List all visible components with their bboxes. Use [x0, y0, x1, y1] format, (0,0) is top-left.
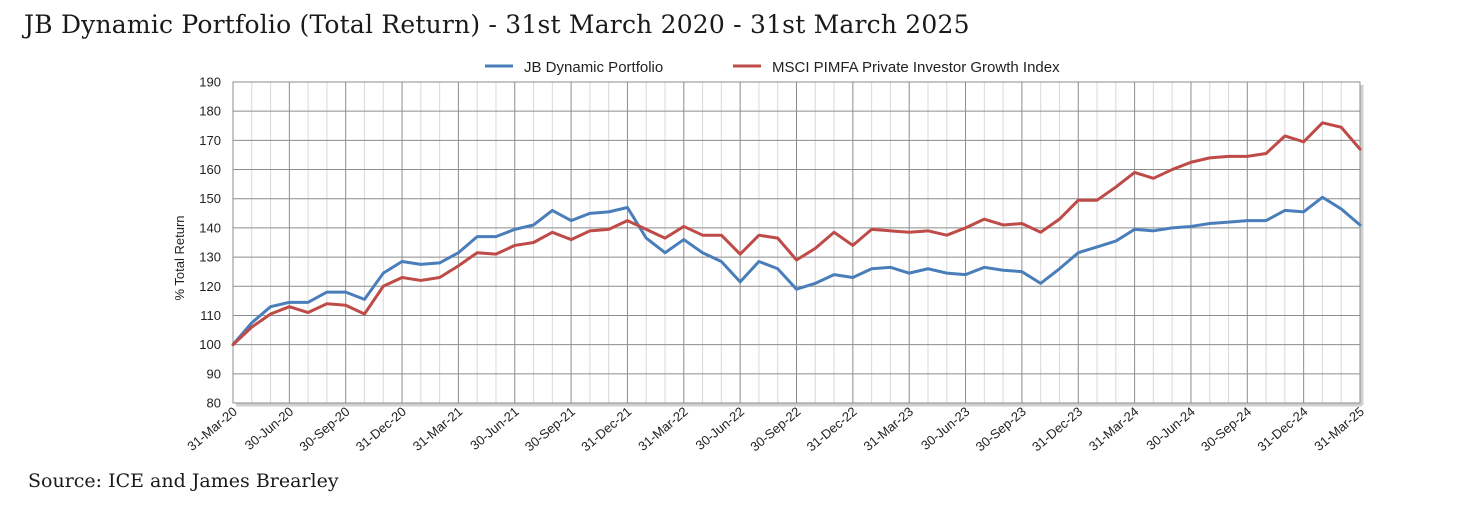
- series-line-1: [231, 195, 1362, 347]
- y-tick-label: 120: [199, 279, 221, 294]
- x-tick-label: 30-Sep-21: [522, 404, 578, 455]
- y-tick-label: 170: [199, 133, 221, 148]
- legend-label-series-1: JB Dynamic Portfolio: [524, 59, 663, 76]
- plot-area: 80 90 100 110 120 130 140 150 160 170 180 190 31-Mar…: [184, 75, 1367, 455]
- x-tick-label: 31-Mar-23: [861, 404, 917, 454]
- y-tick-label: 80: [207, 396, 221, 411]
- x-tick-label: 30-Jun-20: [242, 404, 296, 453]
- y-tick-label: 190: [199, 75, 221, 90]
- y-tick-label: 160: [199, 162, 221, 177]
- x-tick-label: 30-Jun-21: [467, 404, 521, 453]
- x-tick-label: 31-Dec-23: [1029, 404, 1085, 455]
- x-tick-label: 31-Dec-24: [1254, 404, 1310, 455]
- x-tick-label: 30-Sep-20: [296, 404, 352, 455]
- x-tick-label: 30-Jun-23: [918, 404, 972, 453]
- x-tick-label: 30-Sep-24: [1198, 404, 1254, 455]
- x-tick-label: 31-Dec-20: [353, 404, 409, 455]
- y-tick-label: 100: [199, 337, 221, 352]
- y-axis-label: % Total Return: [172, 215, 187, 300]
- chart-legend: JB Dynamic Portfolio MSCI PIMFA Private …: [485, 59, 1060, 76]
- x-tick-label: 30-Sep-23: [973, 404, 1029, 455]
- y-tick-label: 130: [199, 250, 221, 265]
- y-tick-label: 110: [200, 308, 221, 323]
- chart-title: JB Dynamic Portfolio (Total Return) - 31…: [24, 10, 970, 39]
- y-tick-label: 180: [199, 104, 221, 119]
- x-tick-label: 30-Sep-22: [747, 404, 803, 455]
- x-tick-label: 31-Dec-21: [578, 404, 634, 455]
- x-tick-label: 31-Mar-22: [635, 404, 691, 454]
- source-note: Source: ICE and James Brearley: [28, 470, 339, 492]
- x-tick-label: 31-Mar-21: [410, 404, 466, 454]
- x-tick-label: 30-Jun-22: [693, 404, 747, 453]
- y-tick-label: 140: [199, 220, 221, 235]
- y-tick-label: 150: [199, 191, 221, 206]
- x-tick-label: 31-Dec-22: [804, 404, 860, 455]
- x-tick-label: 31-Mar-24: [1086, 404, 1142, 454]
- series-line-2: [231, 121, 1362, 347]
- x-tick-label: 31-Mar-25: [1311, 404, 1367, 454]
- x-tick-label: 30-Jun-24: [1143, 404, 1197, 453]
- x-tick-label: 31-Mar-20: [184, 404, 240, 454]
- legend-label-series-2: MSCI PIMFA Private Investor Growth Index: [772, 59, 1060, 76]
- line-chart: JB Dynamic Portfolio MSCI PIMFA Private …: [172, 59, 1367, 455]
- y-tick-label: 90: [207, 366, 221, 381]
